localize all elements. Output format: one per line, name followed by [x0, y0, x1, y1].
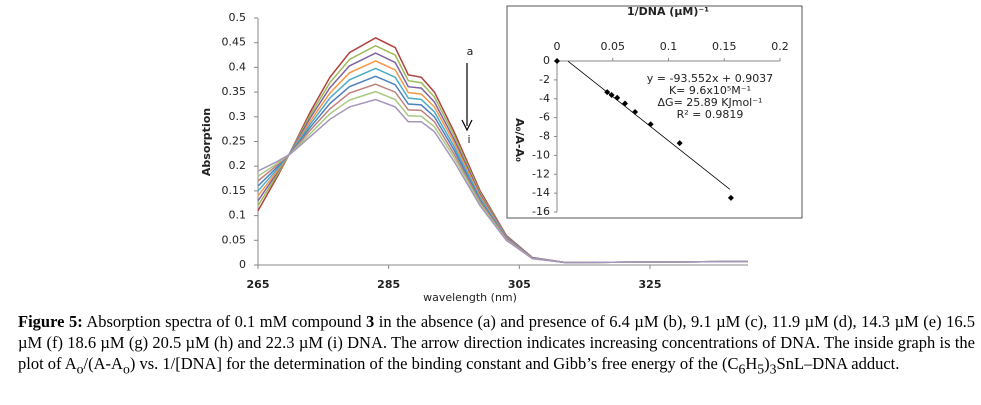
data-point — [676, 140, 683, 147]
spectrum-line — [257, 98, 749, 264]
y-tick-label: 0.3 — [229, 110, 247, 123]
caption-text: SnL–DNA adduct. — [776, 354, 900, 373]
y-tick-label: 0.45 — [222, 36, 247, 49]
x-axis-label: wavelength (nm) — [423, 291, 517, 304]
caption-text: o — [122, 361, 130, 377]
caption-text: /(A-A — [83, 354, 123, 373]
inset-y-tick-label: -16 — [532, 205, 550, 218]
inset-x-tick-label: 0.15 — [712, 40, 737, 53]
caption-text: 5 — [757, 361, 765, 377]
data-point — [608, 91, 615, 98]
annotation: y = -93.552x + 0.9037 — [647, 72, 773, 85]
y-tick-label: 0.15 — [222, 184, 247, 197]
x-tick-label: 265 — [247, 278, 270, 291]
inset-y-tick-label: -10 — [532, 148, 550, 161]
inset-y-tick-label: -14 — [532, 186, 550, 199]
y-axis-label: Absorption — [200, 108, 213, 176]
y-tick-label: 0.5 — [229, 11, 247, 24]
x-tick-label: 305 — [508, 278, 531, 291]
caption-text: o — [76, 361, 84, 377]
y-tick-label: 0.4 — [229, 60, 247, 73]
caption-text: 3 — [769, 361, 777, 377]
inset-x-tick-label: 0.05 — [601, 40, 626, 53]
inset-y-tick-label: 0 — [543, 54, 550, 67]
inset-y-tick-label: -12 — [532, 167, 550, 180]
annotation: i — [467, 133, 470, 146]
caption-text: Absorption spectra of 0.1 mM compound — [82, 312, 366, 331]
annotation: R² = 0.9819 — [677, 108, 744, 121]
data-point — [622, 100, 629, 107]
inset-y-tick-label: -8 — [539, 130, 550, 143]
inset-y-label: A₀/A-A₀ — [513, 118, 526, 162]
annotation: ΔG= 25.89 KJmol⁻¹ — [658, 96, 763, 109]
caption: Figure 5: Absorption spectra of 0.1 mM c… — [18, 311, 975, 379]
inset-y-tick-label: -6 — [539, 111, 550, 124]
y-tick-label: 0.2 — [229, 159, 247, 172]
inset-title: 1/DNA (µM)⁻¹ — [627, 5, 709, 18]
x-tick-label: 325 — [639, 278, 662, 291]
data-point — [727, 194, 734, 201]
caption-text: ) vs. 1/[DNA] for the determination of t… — [129, 354, 739, 373]
inset-x-tick-label: 0.2 — [771, 40, 789, 53]
annotation: K= 9.6x10⁵M⁻¹ — [669, 84, 751, 97]
y-tick-label: 0.1 — [229, 209, 247, 222]
x-tick-label: 285 — [377, 278, 400, 291]
inset-y-tick-label: -2 — [539, 73, 550, 86]
data-point — [647, 121, 654, 128]
y-tick-label: 0.25 — [222, 135, 247, 148]
inset-x-tick-label: 0.1 — [660, 40, 678, 53]
inset-y-tick-label: -4 — [539, 92, 550, 105]
inset-x-tick-label: 0 — [554, 40, 561, 53]
annotation: a — [467, 45, 474, 58]
data-point — [614, 94, 621, 101]
y-tick-label: 0 — [239, 258, 246, 271]
caption-text: ) — [764, 354, 770, 373]
inset-frame — [506, 5, 803, 219]
caption-text: in the absence (a) and presence of 6.4 µ… — [18, 312, 976, 373]
y-tick-label: 0.35 — [222, 85, 247, 98]
data-point — [632, 108, 639, 115]
caption-text: Figure 5: — [18, 312, 83, 331]
figure: wavelength (nm) Absorption a i 1/DNA (µM… — [200, 5, 803, 304]
data-point — [554, 58, 560, 64]
data-point — [604, 89, 611, 96]
y-tick-label: 0.05 — [222, 233, 247, 246]
caption-text: 6 — [738, 361, 746, 377]
caption-text: H — [745, 354, 758, 373]
arrow-head — [461, 119, 473, 132]
caption-text: 3 — [366, 312, 375, 331]
